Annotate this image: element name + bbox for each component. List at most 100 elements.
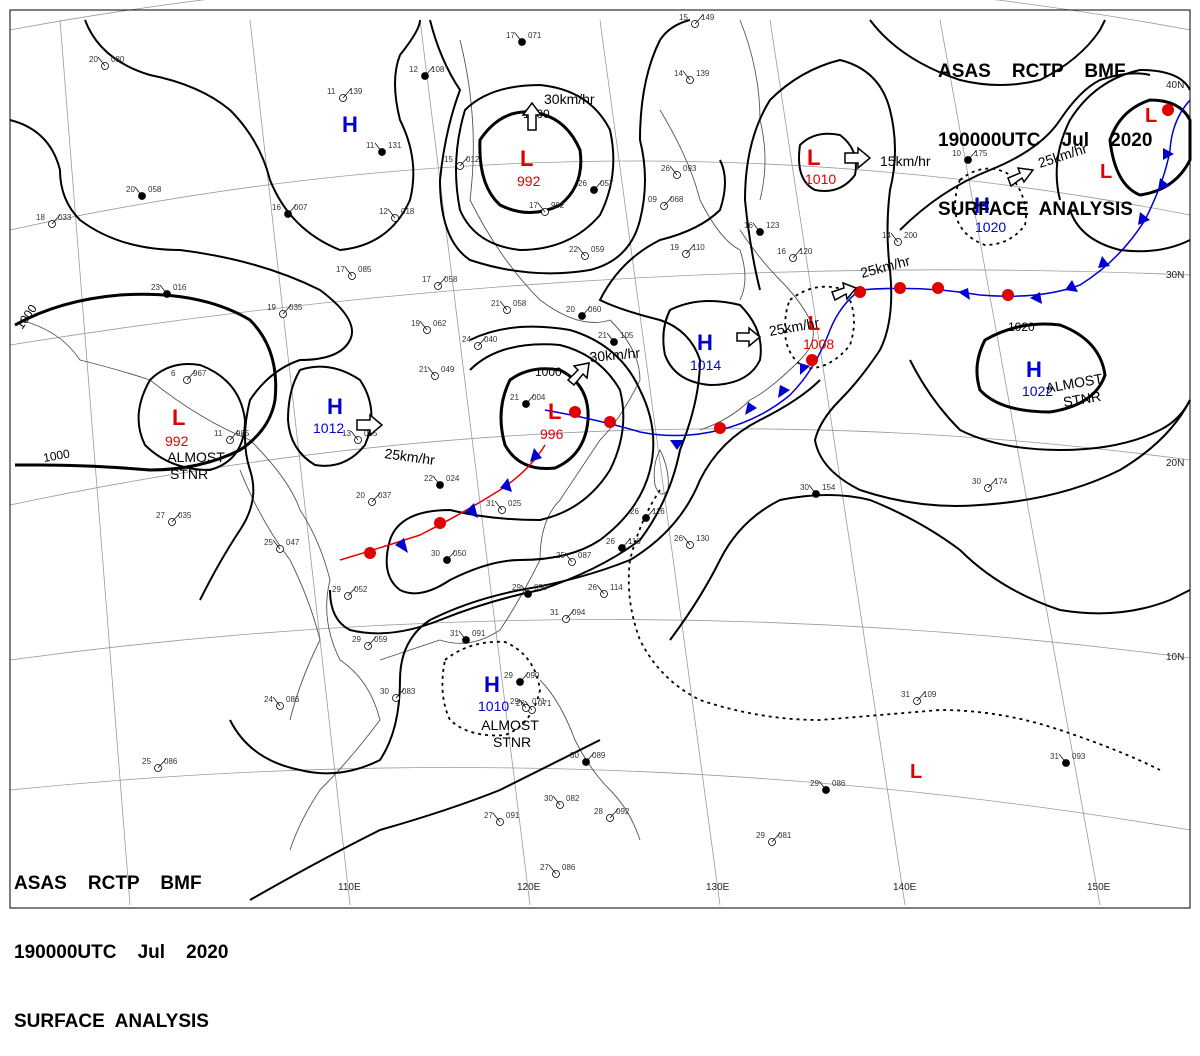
station-temperature: 17 <box>506 31 515 40</box>
lon-label-120e: 120E <box>517 882 541 893</box>
low-center-letter: L <box>520 146 533 171</box>
station-plot: 30 154 <box>800 483 836 498</box>
station-pressure: 130 <box>696 534 710 543</box>
wind-barb-icon <box>282 304 292 315</box>
motion-arrow-icon <box>356 413 384 437</box>
isobar-ne-ring <box>1055 68 1191 201</box>
station-pressure: 139 <box>696 69 710 78</box>
isobar-south-outer <box>249 739 601 901</box>
station-plot: 27 086 <box>540 863 576 878</box>
station-plot: 17 085 <box>336 265 372 280</box>
motion-label: 15km/hr <box>880 153 931 169</box>
warm-front-bump <box>1002 289 1014 301</box>
isobar-north-ridge <box>743 58 1191 507</box>
station-pressure: 090 <box>534 583 548 592</box>
high-center-value: 1012 <box>313 420 344 436</box>
latitude-line-50n <box>9 0 1191 31</box>
isobar-east-outer <box>669 494 1191 641</box>
latitude-line-0 <box>9 767 1191 831</box>
cold-front-barb <box>530 448 542 462</box>
cold-front-barb <box>1098 256 1110 268</box>
warm-front-bump <box>894 282 906 294</box>
wind-barb-icon <box>645 508 655 519</box>
wind-barb-icon <box>458 630 467 641</box>
motion-arrow-icon <box>1007 167 1035 188</box>
wind-barb-icon <box>792 248 802 259</box>
station-temperature: 23 <box>151 283 160 292</box>
isobar-ne-low-inner <box>1108 98 1192 197</box>
station-pressure: 116 <box>652 507 665 516</box>
lon-label-140e: 140E <box>893 882 917 893</box>
wind-barb-icon <box>157 758 167 769</box>
station-temperature: 27 <box>484 811 493 820</box>
station-temperature: 26 <box>578 179 587 188</box>
station-temperature: 29 <box>504 671 513 680</box>
station-temperature: 29 <box>810 779 819 788</box>
station-pressure: 082 <box>566 794 580 803</box>
fronts <box>339 99 1191 561</box>
coast-asia-mainland <box>19 319 381 851</box>
station-temperature: 16 <box>272 203 281 212</box>
header-line-time: 190000UTC Jul 2020 <box>938 130 1153 151</box>
wind-barb-icon <box>585 752 595 763</box>
station-temperature: 17 <box>336 265 345 274</box>
wind-barb-icon <box>694 14 704 25</box>
isobar-east-ridge <box>899 72 1151 231</box>
station-temperature: 25 <box>142 757 151 766</box>
station-temperature: 11 <box>327 87 336 96</box>
station-plot: 20 058 <box>126 185 162 200</box>
low-center-letter: L <box>910 761 922 783</box>
station-plot: 28 092 <box>594 807 630 822</box>
cold-front-barb <box>1163 148 1174 160</box>
longitude-line-150e <box>939 19 1101 906</box>
station-pressure: 007 <box>294 203 308 212</box>
lon-label-110e: 110E <box>338 882 361 893</box>
station-plot: 15 012 <box>444 155 480 170</box>
wind-barb-icon <box>350 430 359 441</box>
station-plot: 20 080 <box>89 55 125 70</box>
wind-barb-icon <box>552 795 561 806</box>
high-center-value: 1020 <box>975 219 1006 235</box>
motion-label: 30km/hr <box>589 345 641 365</box>
station-pressure: 109 <box>923 690 937 699</box>
wind-barb-icon <box>537 202 546 213</box>
station-pressure: 091 <box>506 811 520 820</box>
weather-map: 110E 120E 130E 140E 150E 40N 30N 20N 10N <box>9 0 1192 909</box>
station-plot: 25 086 <box>142 757 178 772</box>
wind-barb-icon <box>682 535 691 546</box>
station-plot: 31 091 <box>450 629 486 644</box>
high-center-letter: H <box>342 112 358 137</box>
station-pressure: 967 <box>193 369 207 378</box>
wind-barb-icon <box>342 88 352 99</box>
station-pressure: 058 <box>444 275 458 284</box>
front-west-segment <box>339 444 546 561</box>
wind-barb-icon <box>606 332 615 343</box>
station-plot: 29 052 <box>332 585 368 600</box>
wind-barb-icon <box>609 808 619 819</box>
wind-barb-icon <box>987 478 997 489</box>
front-east-segment <box>859 99 1191 297</box>
station-pressure: 047 <box>286 538 300 547</box>
station-temperature: 17 <box>422 275 431 284</box>
wind-barb-icon <box>916 691 926 702</box>
station-pressure: 089 <box>592 751 606 760</box>
wind-barb-icon <box>446 550 456 561</box>
station-pressure: 175 <box>974 149 988 158</box>
station-plot: 11 985 <box>214 429 250 444</box>
high-center-value: 1010 <box>478 698 509 714</box>
wind-barb-icon <box>492 812 501 823</box>
station-pressure: 037 <box>378 491 392 500</box>
warm-front-bump <box>932 282 944 294</box>
wind-barb-icon <box>685 244 695 255</box>
coast-taiwan <box>653 449 669 495</box>
stationary-labels: ALMOST STNR ALMOSTSTNR ALMOST STNR <box>167 370 1104 750</box>
station-temperature: 18 <box>36 213 45 222</box>
station-temperature: 27 <box>540 863 549 872</box>
wind-barb-icon <box>287 204 297 215</box>
cold-front-barb <box>465 503 478 518</box>
station-temperature: 21 <box>598 331 607 340</box>
station-temperature: 27 <box>156 511 165 520</box>
wind-barb-icon <box>596 584 605 595</box>
station-temperature: 26 <box>588 583 597 592</box>
